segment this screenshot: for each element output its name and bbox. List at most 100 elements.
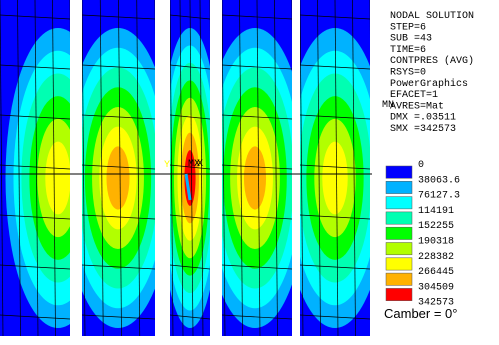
legend-swatch (385, 196, 413, 210)
mesh-line (82, 314, 155, 320)
mesh-line (170, 114, 210, 120)
annotation: Camber = 0° (384, 306, 457, 321)
mesh-line (0, 264, 70, 270)
mesh-line (82, 64, 155, 70)
info-line: NODAL SOLUTION (390, 11, 474, 22)
mesh-line (300, 114, 370, 120)
info-line: CONTPRES (AVG) (390, 55, 474, 67)
contour-band (106, 146, 130, 210)
mesh-line (222, 264, 292, 270)
mesh-line (222, 64, 292, 70)
legend-label: 228382 (418, 252, 454, 263)
mesh-line (222, 164, 292, 170)
legend-swatch (385, 211, 413, 225)
legend-swatch (385, 272, 413, 286)
contour-band (184, 150, 196, 206)
legend-swatch (385, 226, 413, 240)
mesh-line (170, 14, 210, 20)
mesh-line (82, 214, 155, 220)
legend-label: 76127.3 (418, 191, 460, 202)
mesh-line (0, 214, 70, 220)
mesh-line (0, 114, 70, 120)
mesh-line (82, 14, 155, 20)
mesh-line (300, 14, 370, 20)
mesh-line (300, 164, 370, 170)
mesh-line (222, 14, 292, 20)
mesh-line (82, 164, 155, 170)
legend-label: 304509 (418, 282, 454, 293)
mesh-line (334, 0, 339, 336)
mesh-line (82, 114, 155, 120)
mesh-line (256, 0, 261, 336)
contour-band (322, 141, 348, 215)
info-line: AVRES=Mat (390, 101, 444, 112)
mesh-line (300, 0, 304, 336)
mesh-line (170, 264, 210, 270)
axis-line (184, 173, 192, 201)
strip (0, 0, 70, 336)
mesh-line (99, 0, 104, 336)
info-line: DMX =.03511 (390, 113, 456, 124)
mesh-line (300, 214, 370, 220)
min-marker: MN (382, 100, 394, 111)
mesh-line (222, 0, 226, 336)
info-line: SUB =43 (390, 34, 432, 45)
mesh-line (69, 0, 70, 40)
info-line: PowerGraphics (390, 78, 468, 90)
mesh-line (0, 164, 70, 170)
contour-plot (0, 0, 372, 336)
mesh-line (300, 314, 370, 320)
legend-label: 190318 (418, 237, 454, 248)
mesh-line (222, 114, 292, 120)
mesh-line (300, 264, 370, 270)
legend-swatch (385, 242, 413, 256)
mesh-line (170, 314, 210, 320)
mesh-line (170, 214, 210, 220)
legend-label: 38063.6 (418, 175, 460, 186)
mesh-line (179, 0, 184, 336)
strip (300, 0, 370, 336)
mesh-line (17, 0, 21, 336)
mesh-line (0, 314, 70, 320)
info-line: TIME=6 (390, 45, 426, 56)
legend-swatch (385, 181, 413, 194)
mesh-line (239, 0, 243, 336)
max-marker: MX (188, 159, 200, 170)
axis-x-label: X (197, 159, 203, 170)
mesh-line (0, 64, 70, 70)
mesh-line (154, 0, 155, 40)
legend-label: 342573 (418, 298, 454, 309)
axis-y-label: Y (164, 160, 170, 171)
strip (82, 0, 155, 336)
mesh-line (82, 0, 86, 336)
mesh-line (209, 0, 210, 40)
mesh-line (189, 0, 194, 336)
info-line: SMX =342573 (390, 124, 456, 135)
strip (170, 0, 210, 336)
mesh-line (170, 64, 210, 70)
mesh-line (34, 0, 39, 336)
contour-band (45, 141, 70, 215)
mesh-line (300, 64, 370, 70)
contour-band (243, 146, 267, 210)
legend-swatch (385, 288, 413, 301)
mesh-line (0, 0, 4, 336)
legend-label: 266445 (418, 267, 454, 278)
mesh-line (222, 214, 292, 220)
legend-swatch (385, 165, 413, 179)
legend-label: 0 (418, 160, 424, 171)
info-line: STEP=6 (390, 22, 426, 33)
legend-swatch (385, 257, 413, 271)
legend-label: 152255 (418, 221, 454, 232)
mesh-line (118, 0, 122, 336)
legend-label: 114191 (418, 206, 454, 217)
mesh-line (0, 14, 70, 20)
mesh-line (369, 0, 370, 40)
mesh-line (170, 164, 210, 170)
mesh-line (82, 264, 155, 270)
mesh-line (170, 0, 174, 336)
mesh-line (291, 0, 292, 40)
info-line: EFACET=1 (390, 90, 438, 101)
legend: 0 38063.6 76127.3 114191 152255 190318 228382 2… (385, 160, 460, 309)
